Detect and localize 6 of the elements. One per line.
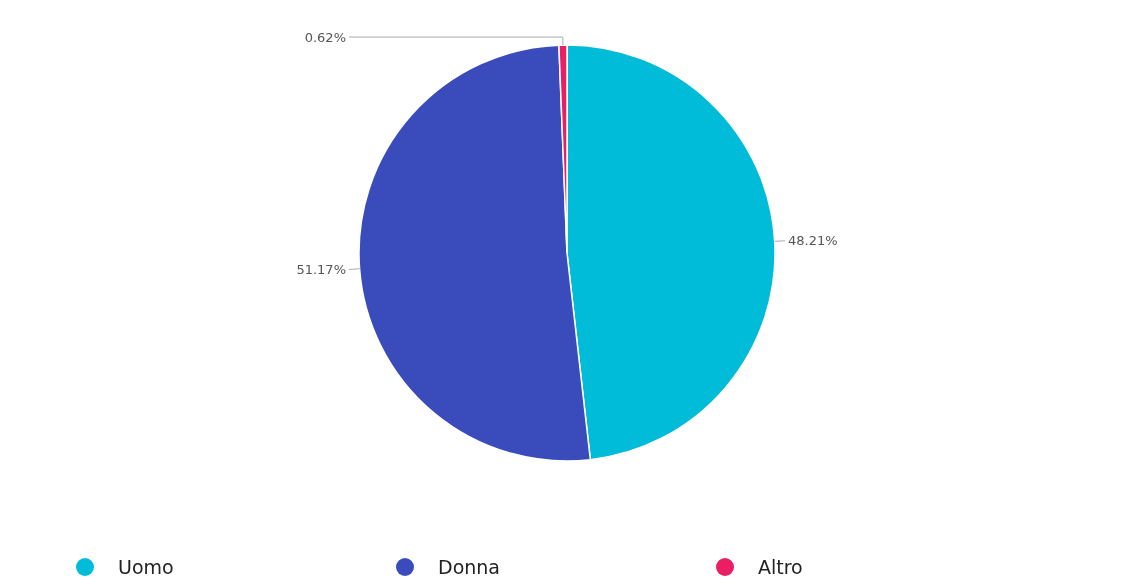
data-label: 0.62%	[304, 29, 346, 45]
data-label: 48.21%	[788, 233, 838, 249]
legend-label: Altro	[758, 555, 803, 578]
data-label: 51.17%	[296, 261, 346, 277]
legend-label: Uomo	[118, 555, 174, 578]
legend-label: Donna	[438, 555, 500, 578]
